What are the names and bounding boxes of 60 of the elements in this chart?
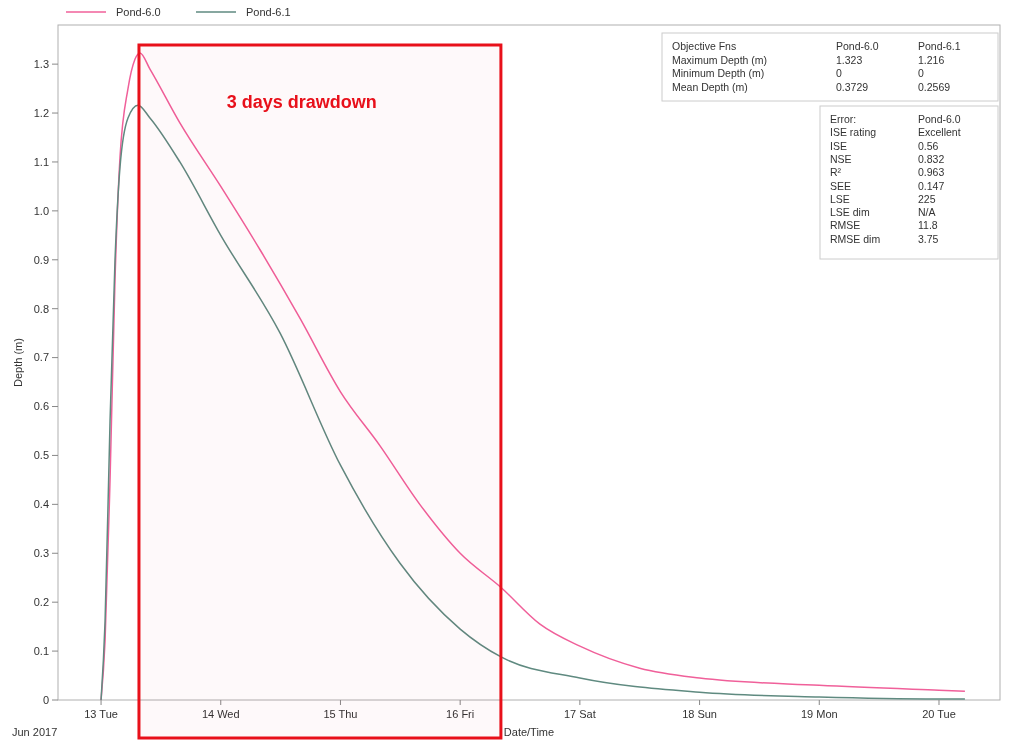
- annotation: 0: [918, 67, 924, 79]
- band-label: 3 days drawdown: [226, 92, 377, 112]
- x-tick-label: 13 Tue: [84, 708, 118, 720]
- x-tick-label: 18 Sun: [682, 708, 718, 720]
- annotation: 0.963: [918, 166, 945, 179]
- y-tick-label: 0.2: [33, 596, 49, 609]
- y-tick-label: 0.9: [33, 253, 49, 266]
- x-tick-label: 17 Sat: [563, 708, 596, 720]
- annotation: 3.75: [918, 232, 939, 245]
- annotation: LSE dim: [830, 206, 870, 219]
- annotation: Excellent: [918, 126, 961, 139]
- text: Jun 2017: [12, 726, 58, 738]
- annotation: 0.3729: [836, 80, 869, 93]
- annotation: ISE: [830, 139, 847, 152]
- annotation: RMSE: [830, 219, 861, 232]
- y-tick-label: 0.7: [33, 351, 49, 364]
- annotation: 0.2569: [918, 80, 951, 93]
- annotation: Pond-6.0: [836, 40, 879, 52]
- annotation: R²: [830, 166, 842, 179]
- annotation: N/A: [918, 206, 936, 219]
- annotation: Maximum Depth (m): [672, 53, 768, 66]
- y-tick-label: 1.2: [33, 106, 49, 119]
- annotation: 1.323: [836, 53, 863, 66]
- y-tick-label: 0.4: [33, 498, 49, 511]
- x-tick-label: 19 Mon: [800, 708, 838, 720]
- legend-label: Pond-6.0: [116, 5, 161, 18]
- y-axis-title: Depth (m): [11, 338, 24, 387]
- annotation: SEE: [830, 179, 852, 192]
- y-tick-label: 0.3: [33, 547, 49, 560]
- x-tick-label: 14 Wed: [201, 708, 240, 720]
- x-tick-label: 15 Thu: [323, 708, 358, 720]
- y-tick-label: 0.5: [33, 449, 49, 462]
- annotation: 225: [918, 192, 936, 205]
- y-tick-label: 1.1: [33, 155, 49, 168]
- annotation: Pond-6.0: [918, 113, 961, 125]
- annotation: 0.832: [918, 152, 945, 165]
- annotation: 0.56: [918, 139, 939, 152]
- x-axis-title: Date/Time: [503, 726, 555, 738]
- y-tick-label: 1.0: [33, 204, 49, 217]
- y-tick-label: 0.6: [33, 400, 49, 413]
- y-tick-label: 0: [42, 693, 49, 706]
- annotation: 0.147: [918, 179, 945, 192]
- annotation: Objective Fns: [672, 40, 737, 52]
- annotation: LSE: [830, 192, 850, 205]
- annotation: Minimum Depth (m): [672, 67, 765, 79]
- annotation: NSE: [830, 152, 852, 165]
- y-tick-label: 0.1: [33, 644, 49, 657]
- x-tick-label: 20 Tue: [922, 708, 956, 720]
- x-tick-label: 16 Fri: [446, 708, 475, 720]
- annotation: RMSE dim: [830, 232, 881, 245]
- annotation: ISE rating: [830, 126, 877, 139]
- legend-label: Pond-6.1: [246, 5, 291, 18]
- y-tick-label: 1.3: [33, 57, 49, 70]
- annotation: Mean Depth (m): [672, 80, 748, 93]
- y-tick-label: 0.8: [33, 302, 49, 315]
- annotation: 11.8: [918, 219, 938, 232]
- annotation: 0: [836, 67, 842, 79]
- annotation: Pond-6.1: [918, 40, 961, 52]
- annotation: Error:: [830, 113, 857, 125]
- annotation: 1.216: [918, 53, 945, 66]
